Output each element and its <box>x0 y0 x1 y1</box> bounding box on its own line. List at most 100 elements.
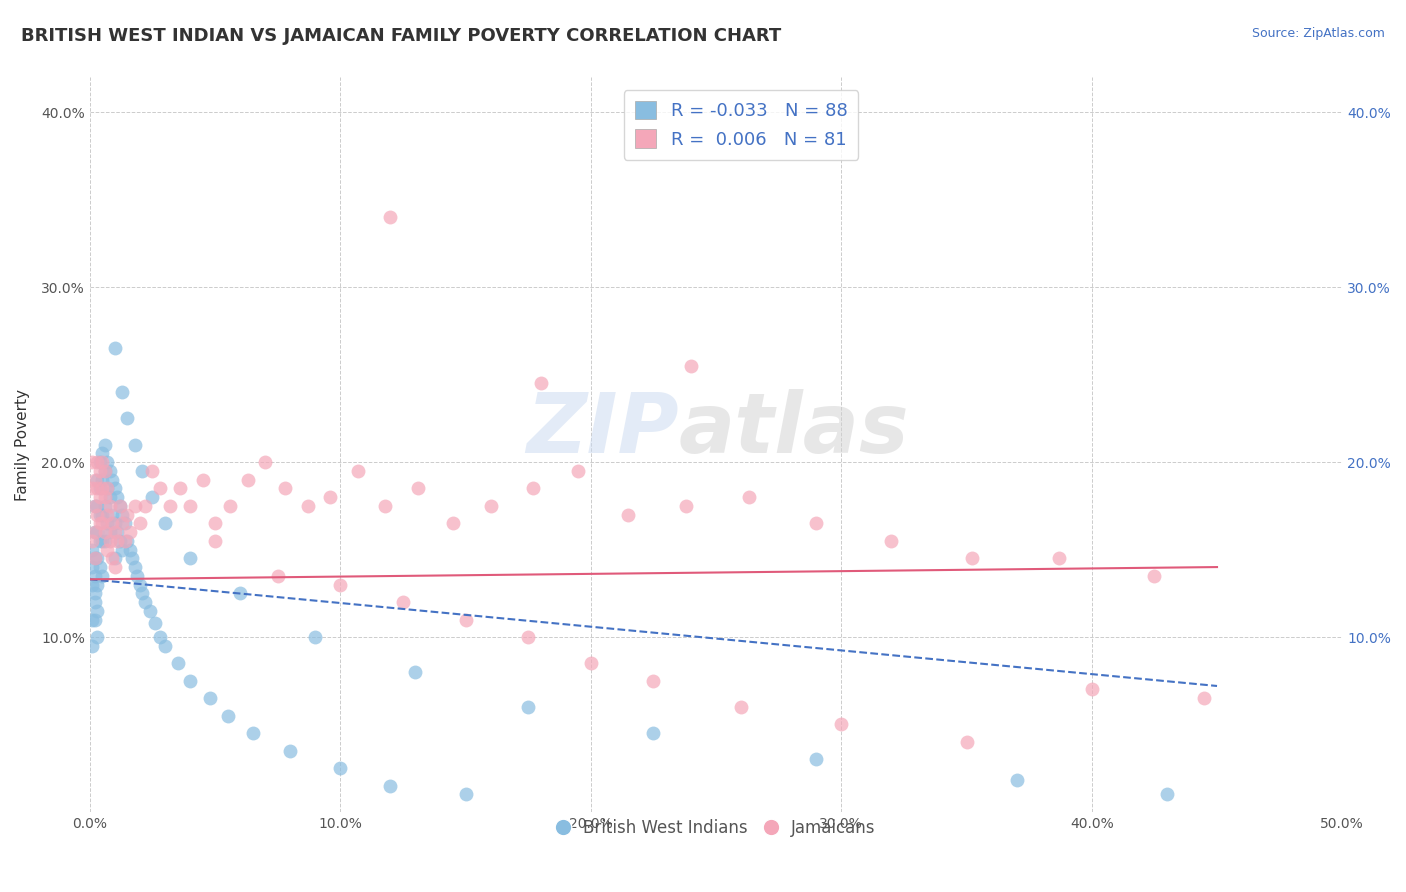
Point <box>643 673 665 688</box>
Point <box>304 630 326 644</box>
Point <box>83 499 105 513</box>
Point <box>319 490 342 504</box>
Point <box>104 560 127 574</box>
Text: ZIP: ZIP <box>526 390 679 470</box>
Point <box>179 551 201 566</box>
Point <box>104 482 127 496</box>
Point <box>98 525 121 540</box>
Point <box>83 613 105 627</box>
Point <box>198 691 221 706</box>
Point <box>104 525 127 540</box>
Point <box>1194 691 1216 706</box>
Point <box>94 525 117 540</box>
Point <box>254 455 277 469</box>
Point <box>83 595 105 609</box>
Point <box>454 788 477 802</box>
Point <box>83 569 105 583</box>
Point <box>329 577 352 591</box>
Point <box>806 516 828 531</box>
Point <box>111 508 134 522</box>
Point <box>86 630 108 644</box>
Point <box>329 761 352 775</box>
Point <box>117 533 139 548</box>
Point <box>83 551 105 566</box>
Point <box>204 533 226 548</box>
Point <box>114 516 136 531</box>
Point <box>82 482 104 496</box>
Point <box>806 752 828 766</box>
Point <box>111 542 134 557</box>
Point <box>274 482 297 496</box>
Point <box>179 499 201 513</box>
Point <box>82 560 104 574</box>
Point <box>101 473 124 487</box>
Point <box>217 708 239 723</box>
Point <box>83 525 105 540</box>
Point <box>91 473 114 487</box>
Point <box>114 533 136 548</box>
Point <box>1081 682 1104 697</box>
Point <box>191 473 214 487</box>
Point <box>131 586 153 600</box>
Point <box>380 211 402 225</box>
Point <box>82 639 104 653</box>
Point <box>960 551 983 566</box>
Point <box>94 464 117 478</box>
Point <box>86 499 108 513</box>
Point <box>441 516 464 531</box>
Point <box>104 551 127 566</box>
Point <box>89 508 111 522</box>
Point <box>86 577 108 591</box>
Point <box>517 700 540 714</box>
Point <box>530 376 553 391</box>
Point <box>91 455 114 469</box>
Point <box>96 482 118 496</box>
Text: BRITISH WEST INDIAN VS JAMAICAN FAMILY POVERTY CORRELATION CHART: BRITISH WEST INDIAN VS JAMAICAN FAMILY P… <box>21 27 782 45</box>
Point <box>82 577 104 591</box>
Point <box>89 464 111 478</box>
Point <box>104 516 127 531</box>
Point <box>153 516 176 531</box>
Point <box>278 744 301 758</box>
Point <box>134 499 156 513</box>
Point <box>517 630 540 644</box>
Point <box>134 595 156 609</box>
Point <box>380 779 402 793</box>
Point <box>89 533 111 548</box>
Point <box>83 586 105 600</box>
Point <box>579 657 602 671</box>
Point <box>91 569 114 583</box>
Point <box>98 499 121 513</box>
Point <box>83 499 105 513</box>
Point <box>86 551 108 566</box>
Point <box>297 499 319 513</box>
Point <box>83 473 105 487</box>
Point <box>91 508 114 522</box>
Point <box>86 604 108 618</box>
Point <box>1143 569 1166 583</box>
Point <box>86 525 108 540</box>
Point <box>242 726 264 740</box>
Text: atlas: atlas <box>679 390 910 470</box>
Point <box>94 533 117 548</box>
Point <box>149 482 172 496</box>
Point <box>82 455 104 469</box>
Point <box>1005 773 1028 788</box>
Legend: British West Indians, Jamaicans: British West Indians, Jamaicans <box>550 813 883 844</box>
Point <box>111 516 134 531</box>
Point <box>117 508 139 522</box>
Point <box>405 665 427 679</box>
Point <box>229 586 252 600</box>
Point <box>98 464 121 478</box>
Point <box>91 482 114 496</box>
Point <box>118 542 141 557</box>
Point <box>124 437 146 451</box>
Point <box>104 342 127 356</box>
Point <box>406 482 429 496</box>
Point <box>96 508 118 522</box>
Point <box>96 482 118 496</box>
Point <box>675 499 697 513</box>
Point <box>236 473 259 487</box>
Point <box>617 508 640 522</box>
Point <box>118 525 141 540</box>
